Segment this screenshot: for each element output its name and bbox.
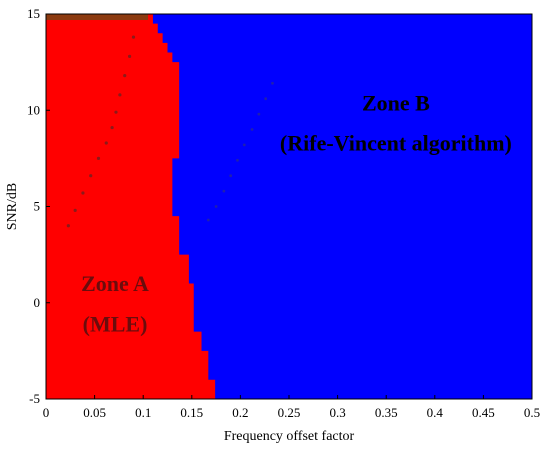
zone-b-point-9 <box>271 81 274 85</box>
zone-a-point-7 <box>114 110 118 114</box>
y-tick-label-4: 15 <box>27 6 40 21</box>
zone-b-point-2 <box>222 189 226 193</box>
zone-b-point-0 <box>206 218 210 222</box>
x-tick-label-2: 0.1 <box>135 405 151 420</box>
zone-a-point-8 <box>118 93 122 97</box>
zone-b-subtitle: (Rife-Vincent algorithm) <box>280 131 512 156</box>
y-tick-label-2: 5 <box>34 199 41 214</box>
y-axis: -5 0 5 10 15 <box>27 6 50 406</box>
zone-a-point-6 <box>110 125 114 130</box>
zone-a-point-1 <box>73 208 77 212</box>
zone-a-point-10 <box>127 54 132 58</box>
zone-a-point-3 <box>89 174 93 178</box>
zone-a-region <box>46 14 216 399</box>
zone-b-point-1 <box>214 205 218 208</box>
zone-a-point-0 <box>66 224 70 228</box>
x-tick-label-8: 0.4 <box>427 405 444 420</box>
zone-b-point-4 <box>236 158 239 162</box>
y-tick-label-0: -5 <box>29 391 40 406</box>
zone-a-point-4 <box>96 156 101 160</box>
annotations: Zone B (Rife-Vincent algorithm) Zone A (… <box>81 90 512 336</box>
zone-b-point-5 <box>242 143 246 147</box>
zone-b-title: Zone B <box>362 90 430 115</box>
zone-b-point-3 <box>229 174 233 178</box>
y-axis-label: SNR/dB <box>5 183 20 230</box>
zone-a-point-2 <box>81 191 85 195</box>
x-axis: 0 0.05 0.1 0.15 0.2 0.25 0.3 0.35 0.4 0.45 0.5 <box>43 395 540 420</box>
zone-a-point-11 <box>131 35 136 39</box>
x-tick-label-0: 0 <box>43 405 50 420</box>
zone-b-point-7 <box>257 112 261 116</box>
x-tick-label-7: 0.35 <box>375 405 398 420</box>
top-edge-band <box>46 14 149 20</box>
zone-a-point-9 <box>123 74 127 78</box>
x-tick-label-10: 0.5 <box>524 405 540 420</box>
y-tick-label-3: 10 <box>27 102 40 117</box>
y-tick-label-1: 0 <box>34 295 41 310</box>
dots-layer <box>66 35 274 228</box>
x-tick-label-3: 0.15 <box>180 405 203 420</box>
zone-b-point-6 <box>250 128 254 131</box>
zone-a-subtitle: (MLE) <box>83 312 148 337</box>
zone-a-point-5 <box>104 141 108 145</box>
x-tick-label-5: 0.25 <box>278 405 301 420</box>
x-tick-label-4: 0.2 <box>232 405 248 420</box>
x-tick-label-1: 0.05 <box>83 405 106 420</box>
zone-b-point-8 <box>264 97 268 101</box>
zone-a-title: Zone A <box>81 271 149 296</box>
x-axis-label: Frequency offset factor <box>224 429 355 444</box>
x-tick-label-9: 0.45 <box>472 405 495 420</box>
x-tick-label-6: 0.3 <box>329 405 345 420</box>
